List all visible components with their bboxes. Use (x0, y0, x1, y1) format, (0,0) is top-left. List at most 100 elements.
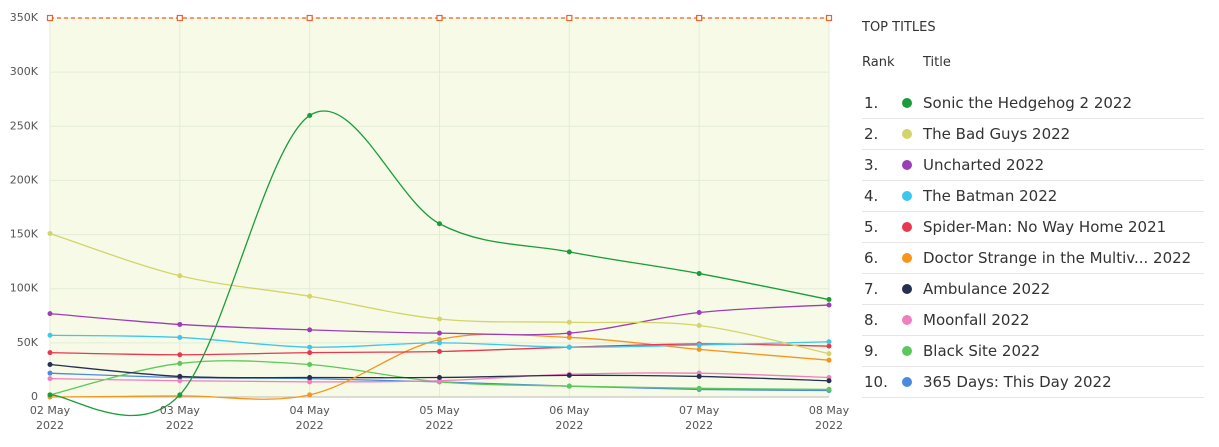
x-tick-label: 08 May 2022 (808, 404, 850, 432)
y-tick-label: 200K (10, 173, 39, 186)
rank-header: Rank (862, 55, 895, 70)
legend-swatch (902, 346, 912, 356)
title-row: 2. The Bad Guys 2022 (862, 118, 1204, 150)
legend-label: Moonfall 2022 (923, 311, 1030, 329)
rank: 9. (864, 342, 879, 360)
data-point (177, 360, 183, 366)
data-point (47, 392, 53, 398)
y-tick-label: 100K (10, 282, 39, 295)
reference-marker (176, 14, 183, 22)
title-header: Title (923, 55, 951, 70)
data-point (177, 321, 183, 327)
title-row: 6. Doctor Strange in the Multiv... 2022 (862, 242, 1204, 274)
reference-marker (566, 14, 573, 22)
title-row: 3. Uncharted 2022 (862, 149, 1204, 181)
legend-label: Uncharted 2022 (923, 156, 1045, 174)
data-point (826, 357, 832, 363)
title-row: 5. Spider-Man: No Way Home 2021 (862, 211, 1204, 243)
data-point (696, 373, 702, 379)
title-row: 1. Sonic the Hedgehog 2 2022 (862, 87, 1204, 119)
y-tick-label: 50K (17, 336, 39, 349)
legend-label: The Bad Guys 2022 (923, 125, 1071, 143)
data-point (47, 230, 53, 236)
data-point (696, 323, 702, 329)
data-point (566, 372, 572, 378)
x-tick-label: 02 May 2022 (29, 404, 71, 432)
rank: 1. (864, 94, 879, 112)
panel-title: TOP TITLES (862, 20, 936, 35)
data-point (696, 310, 702, 316)
data-point (566, 344, 572, 350)
data-point (696, 342, 702, 348)
data-point (437, 340, 442, 346)
y-tick-label: 150K (10, 228, 39, 241)
rank: 6. (864, 249, 879, 267)
data-point (47, 332, 53, 338)
reference-marker (825, 14, 833, 22)
data-point (307, 112, 313, 118)
legend-label: The Batman 2022 (923, 187, 1058, 205)
legend-label: 365 Days: This Day 2022 (923, 373, 1112, 391)
reference-marker (436, 14, 443, 22)
top-titles-panel: TOP TITLES Rank Title 1. Sonic the Hedgeh… (862, 0, 1206, 447)
data-point (566, 319, 572, 325)
title-row: 4. The Batman 2022 (862, 180, 1204, 212)
data-point (437, 316, 442, 322)
y-tick-label: 250K (10, 119, 39, 132)
rank: 8. (864, 311, 879, 329)
legend-swatch (902, 377, 912, 387)
data-point (826, 378, 832, 384)
data-point (177, 392, 183, 398)
data-point (177, 273, 183, 279)
legend-swatch (902, 98, 912, 108)
y-tick-label: 350K (10, 11, 39, 24)
data-point (307, 362, 313, 368)
rank: 7. (864, 280, 879, 298)
rank: 10. (864, 373, 888, 391)
data-point (566, 383, 572, 389)
data-point (177, 373, 183, 379)
data-point (826, 351, 832, 357)
legend-label: Ambulance 2022 (923, 280, 1051, 298)
rank: 5. (864, 218, 879, 236)
x-tick-label: 04 May 2022 (289, 404, 330, 432)
data-point (307, 392, 313, 398)
data-point (826, 302, 832, 308)
legend-label: Doctor Strange in the Multiv... 2022 (923, 249, 1192, 267)
legend-label: Spider-Man: No Way Home 2021 (923, 218, 1167, 236)
data-point (177, 352, 183, 358)
data-point (696, 271, 702, 277)
legend-swatch (902, 191, 912, 201)
data-point (47, 362, 53, 368)
title-row: 8. Moonfall 2022 (862, 304, 1204, 336)
x-tick-label: 06 May 2022 (549, 404, 590, 432)
y-tick-label: 0 (31, 390, 38, 403)
data-point (177, 378, 183, 384)
reference-marker (696, 14, 703, 22)
data-point (826, 297, 832, 303)
x-tick-label: 03 May 2022 (159, 404, 200, 432)
title-row: 7. Ambulance 2022 (862, 273, 1204, 305)
data-point (566, 249, 572, 255)
data-point (47, 370, 53, 376)
legend-swatch (902, 160, 912, 170)
reference-marker (306, 14, 313, 22)
data-point (307, 379, 313, 385)
data-point (47, 311, 53, 317)
data-point (566, 334, 572, 340)
legend-swatch (902, 315, 912, 325)
legend-swatch (902, 129, 912, 139)
y-tick-label: 300K (10, 65, 39, 78)
title-row: 9. Black Site 2022 (862, 335, 1204, 367)
data-point (307, 327, 313, 333)
title-row: 10. 365 Days: This Day 2022 (862, 366, 1204, 398)
legend-swatch (902, 222, 912, 232)
x-tick-label: 05 May 2022 (419, 404, 460, 432)
data-point (47, 350, 53, 356)
rank: 3. (864, 156, 879, 174)
data-point (307, 375, 313, 381)
data-point (437, 375, 442, 381)
rank: 2. (864, 125, 879, 143)
data-point (437, 221, 442, 227)
